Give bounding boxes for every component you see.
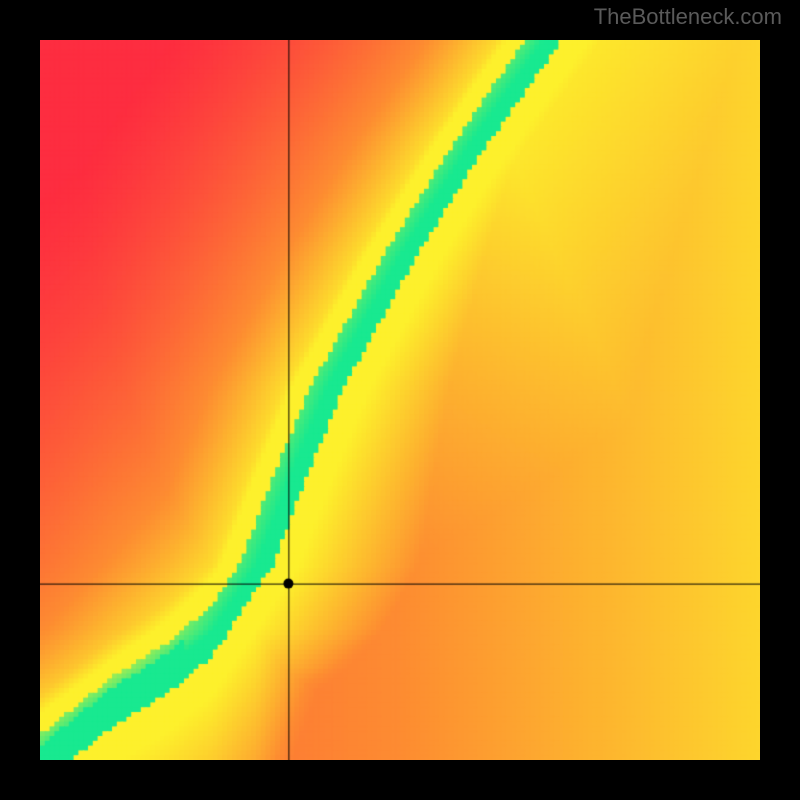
bottleneck-heatmap: [40, 40, 760, 760]
watermark-text: TheBottleneck.com: [594, 4, 782, 30]
